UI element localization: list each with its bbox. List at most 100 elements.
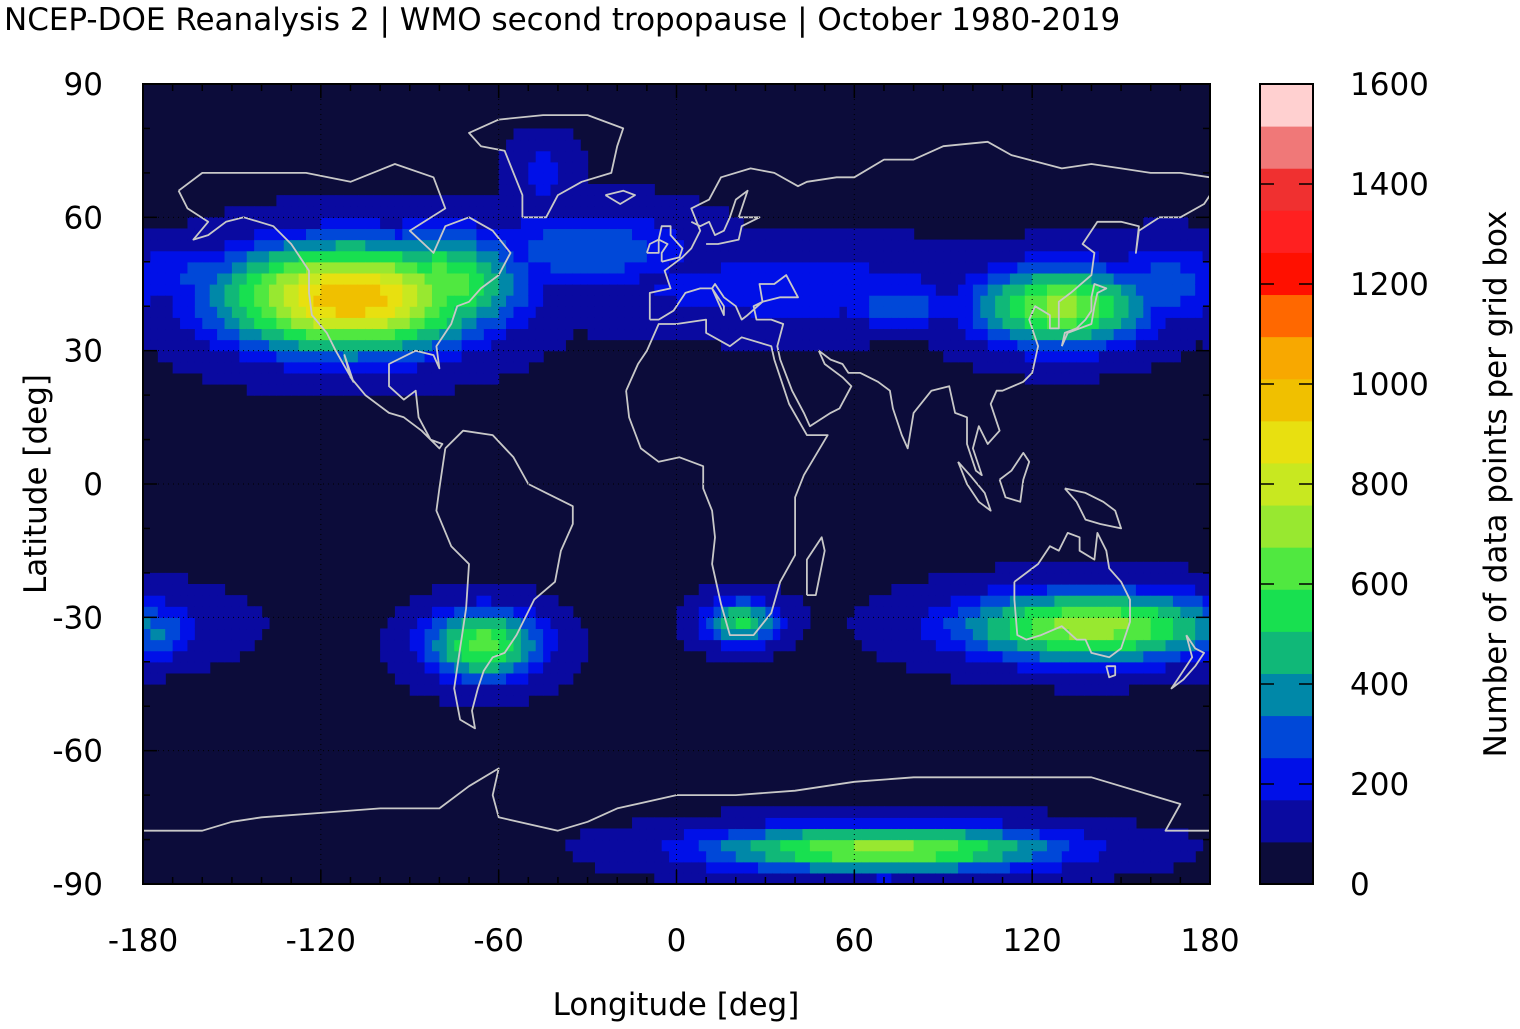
new-guinea-coast bbox=[1064, 487, 1122, 530]
heat-cell bbox=[728, 584, 737, 596]
heat-cell bbox=[1084, 306, 1093, 318]
heat-cell bbox=[765, 806, 774, 818]
heat-cell bbox=[498, 684, 507, 696]
heat-cell bbox=[617, 239, 626, 252]
heat-cell bbox=[987, 339, 996, 352]
heat-cell bbox=[550, 617, 559, 630]
heat-cell bbox=[1098, 850, 1107, 863]
heat-cell bbox=[624, 272, 633, 285]
heat-cell bbox=[972, 306, 981, 318]
heat-cell bbox=[1046, 639, 1055, 652]
heat-cell bbox=[935, 584, 944, 596]
heat-cell bbox=[483, 672, 492, 685]
heat-cell bbox=[817, 261, 826, 274]
heat-cell bbox=[1002, 339, 1011, 352]
heat-cell bbox=[1158, 584, 1167, 596]
heat-cell bbox=[639, 328, 648, 341]
heat-cell bbox=[1113, 861, 1122, 874]
heat-cell bbox=[291, 361, 300, 374]
heat-cell bbox=[1002, 839, 1011, 852]
heat-cell bbox=[624, 184, 633, 196]
heat-cell bbox=[1158, 839, 1167, 852]
heat-cell bbox=[476, 206, 485, 218]
heat-cell bbox=[565, 295, 574, 307]
heat-cell bbox=[728, 317, 737, 330]
heat-cell bbox=[461, 206, 470, 218]
heat-cell bbox=[557, 295, 566, 307]
heat-cell bbox=[1054, 272, 1063, 285]
heat-cell bbox=[1180, 317, 1189, 330]
heat-cell bbox=[276, 261, 285, 274]
heat-cell bbox=[661, 328, 670, 341]
heat-cell bbox=[639, 817, 648, 830]
heat-cell bbox=[1054, 250, 1063, 263]
heat-cell bbox=[995, 239, 1004, 252]
heat-cell bbox=[1039, 650, 1048, 663]
heat-cell bbox=[454, 639, 463, 652]
heat-cell bbox=[1195, 839, 1204, 852]
heat-cell bbox=[209, 606, 218, 618]
heat-cell bbox=[172, 361, 181, 374]
heat-cell bbox=[350, 350, 359, 363]
heat-cell bbox=[735, 217, 744, 230]
heat-cell bbox=[972, 584, 981, 596]
heat-cell bbox=[846, 228, 855, 241]
heat-cell bbox=[950, 328, 959, 341]
heat-cell bbox=[795, 872, 804, 885]
heat-cell bbox=[180, 250, 189, 263]
heat-cell bbox=[646, 306, 655, 318]
heat-cell bbox=[958, 328, 967, 341]
heat-cell bbox=[187, 639, 196, 652]
heat-cell bbox=[617, 828, 626, 841]
heat-cell bbox=[1128, 561, 1137, 574]
heat-cell bbox=[587, 850, 596, 863]
heat-cell bbox=[817, 239, 826, 252]
heat-cell bbox=[454, 217, 463, 230]
heat-cell bbox=[891, 228, 900, 241]
heat-cell bbox=[958, 350, 967, 363]
heat-cell bbox=[157, 606, 166, 618]
heat-cell bbox=[609, 306, 618, 318]
heat-cell bbox=[402, 228, 411, 241]
heat-cell bbox=[520, 672, 529, 685]
heat-cell bbox=[483, 228, 492, 241]
heat-cell bbox=[320, 261, 329, 274]
heat-cell bbox=[958, 306, 967, 318]
heat-cell bbox=[898, 850, 907, 863]
heat-cell bbox=[543, 228, 552, 241]
heat-cell bbox=[913, 250, 922, 263]
heat-cell bbox=[1172, 217, 1181, 230]
heat-cell bbox=[1032, 850, 1041, 863]
heat-cell bbox=[276, 272, 285, 285]
heat-cell bbox=[246, 384, 255, 396]
heat-cell bbox=[743, 250, 752, 263]
heat-cell bbox=[795, 228, 804, 241]
heat-cell bbox=[1106, 672, 1115, 685]
heat-cell bbox=[1165, 828, 1174, 841]
heat-cell bbox=[698, 584, 707, 596]
heat-cell bbox=[1046, 861, 1055, 874]
heat-cell bbox=[239, 628, 248, 641]
heat-cell bbox=[283, 261, 292, 274]
heat-cell bbox=[1143, 839, 1152, 852]
heat-cell bbox=[935, 606, 944, 618]
heat-cell bbox=[632, 228, 641, 241]
heat-cell bbox=[1084, 661, 1093, 674]
heat-cell bbox=[1128, 261, 1137, 274]
heat-cell bbox=[1024, 317, 1033, 330]
heat-cell bbox=[1017, 872, 1026, 885]
heat-cell bbox=[469, 295, 478, 307]
heat-cell bbox=[987, 639, 996, 652]
heat-cell bbox=[335, 361, 344, 374]
heat-cell bbox=[528, 272, 537, 285]
heat-cell bbox=[1180, 628, 1189, 641]
heat-cell bbox=[454, 228, 463, 241]
heat-cell bbox=[461, 306, 470, 318]
heat-cell bbox=[550, 217, 559, 230]
heat-cell bbox=[913, 595, 922, 607]
heat-cell bbox=[1017, 350, 1026, 363]
heat-cell bbox=[409, 684, 418, 696]
heat-cell bbox=[1032, 606, 1041, 618]
heat-cell bbox=[535, 284, 544, 296]
heat-cell bbox=[1084, 850, 1093, 863]
